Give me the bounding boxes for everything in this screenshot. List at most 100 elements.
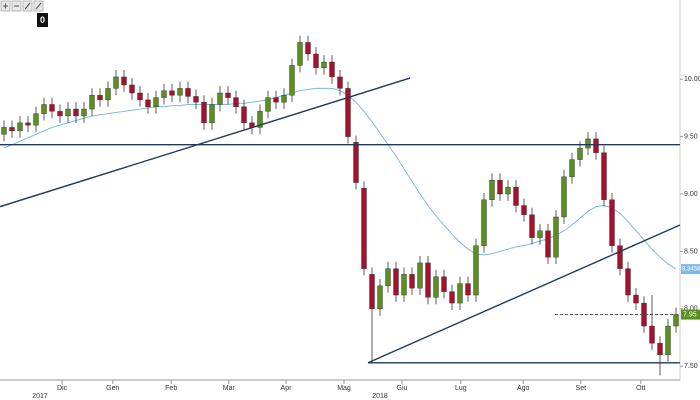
candle-body [1,127,7,135]
x-tick-label: Giu [397,385,408,392]
candle-body [577,147,583,160]
ma-value-box [681,264,700,275]
candle-body [585,138,591,149]
candle-body [345,88,351,137]
candle-body [305,42,311,55]
candle-body [81,108,87,117]
candle-body [321,61,327,68]
candle-body [137,92,143,101]
candle-body [505,186,511,195]
candle-body [457,283,463,304]
x-tick-label: Mar [223,385,236,392]
candle-body [161,90,167,98]
x-tick-label: Dic [57,385,68,392]
candle-body [273,97,279,103]
candle-body [665,325,671,355]
candle-body [185,88,191,97]
candle-body [233,97,239,107]
candle-body [289,65,295,96]
candle-body [33,113,39,126]
candle-body [633,294,639,304]
candle-body [529,214,535,238]
candle-body [369,274,375,310]
candle-body [401,274,407,296]
candle-body [9,127,15,132]
candle-body [153,97,159,107]
candle-body [297,42,303,66]
candle-body [433,276,439,298]
candle-body [497,180,503,195]
candle-body [657,343,663,355]
candle-body [257,111,263,128]
candle-body [241,106,247,124]
candle-body [537,230,543,238]
candle-body [113,76,119,89]
candle-body [513,186,519,206]
ma-value-label: 8.3458 [682,267,700,273]
y-tick-label: 8.00 [684,306,698,313]
trend-line [0,77,411,208]
candle-body [593,138,599,153]
candle-body [329,61,335,78]
y-tick-label: 9.00 [684,191,698,198]
candle-body [449,291,455,304]
candle-body [121,76,127,86]
y-tick-label: 9.50 [684,133,698,140]
candle-body [385,268,391,287]
candle-body [561,176,567,218]
last-price-box [681,309,700,320]
toolbar-icons [3,2,42,10]
candle-body [201,101,207,124]
x-tick-label: Apr [281,385,293,392]
candle-body [177,88,183,96]
zoom-badge[interactable] [37,13,48,27]
candle-body [65,108,71,117]
candle-body [361,188,367,269]
candle-body [521,205,527,215]
y-tick-label: 7.50 [684,363,698,370]
candle-body [25,122,31,126]
candle-body [145,99,151,107]
candle-body [481,199,487,246]
candle-body [377,285,383,310]
candle-body [313,53,319,68]
candle-body [609,199,615,246]
candle-body [465,283,471,296]
candle-body [553,216,559,258]
candle-body [337,76,343,89]
candle-body [265,97,271,112]
candle-body [97,95,103,101]
candle-body [409,274,415,289]
trend-line [367,224,681,364]
x-tick-label: Mag [337,385,351,392]
candle-body [105,88,111,101]
y-tick-label: 10.00 [684,76,700,83]
year-label: 2018 [372,393,388,400]
toolbar: 0 [0,0,48,27]
candle-body [17,122,23,132]
candle-body [473,245,479,296]
candle-body [193,96,199,103]
x-tick-label: Set [576,385,587,392]
year-label: 2017 [32,393,48,400]
candles [1,35,679,376]
candle-body [209,104,215,124]
candle-body [49,104,55,112]
candle-body [569,159,575,177]
x-tick-label: Ott [636,385,645,392]
x-tick-label: Gen [106,385,119,392]
candle-body [441,276,447,292]
candle-body [649,325,655,344]
candle-body [417,262,423,289]
candle-body [217,92,223,105]
candle-body [41,104,47,114]
candle-body [625,268,631,296]
x-tick-label: Lug [455,385,467,392]
last-price-label: 7.95 [683,311,697,318]
candle-body [673,314,679,327]
y-tick-label: 8.50 [684,248,698,255]
zoom-value: 0 [40,15,45,25]
candle-body [129,84,135,94]
candle-body [425,262,431,298]
